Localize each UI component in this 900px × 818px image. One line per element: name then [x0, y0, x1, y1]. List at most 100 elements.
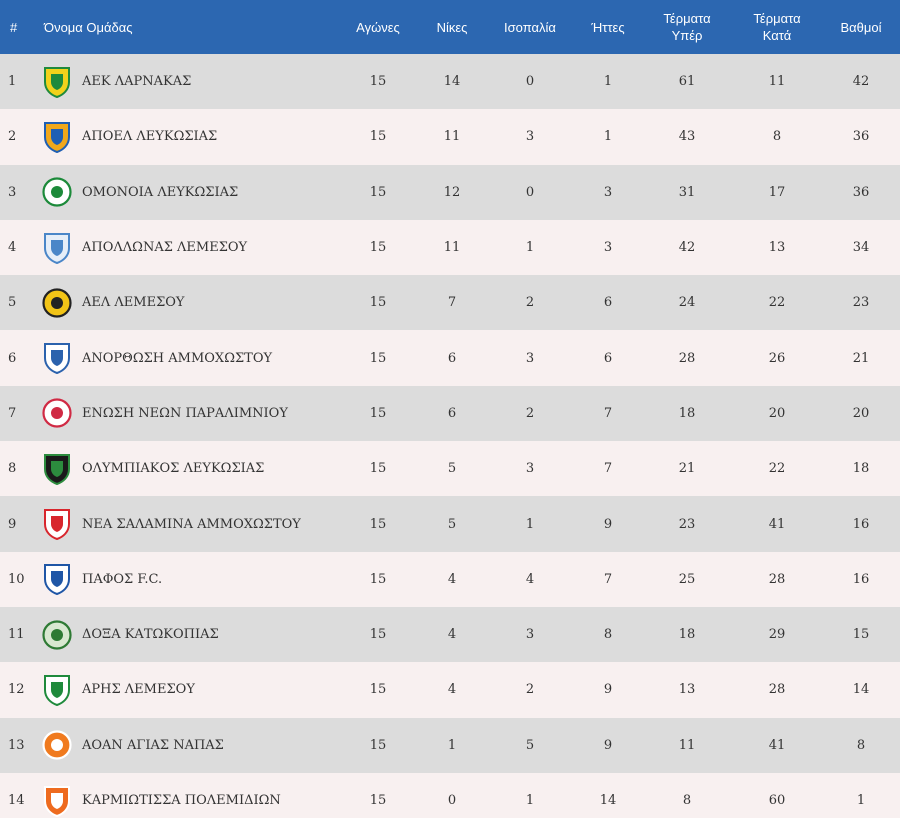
team-info[interactable]: ΑΟΑΝ ΑΓΙΑΣ ΝΑΠΑΣ [42, 727, 338, 763]
played-cell: 15 [369, 295, 387, 311]
team-name[interactable]: ΑΠΟΛΛΩΝΑΣ ΛΕΜΕΣΟΥ [82, 240, 248, 256]
points-cell: 36 [852, 184, 870, 200]
rank-cell: 10 [8, 571, 25, 587]
losses-cell: 7 [603, 571, 613, 587]
table-row[interactable]: 4 ΑΠΟΛΛΩΝΑΣ ΛΕΜΕΣΟΥ 15 11 1 3 42 13 34 [0, 219, 900, 276]
table-row[interactable]: 11 ΔΟΞΑ ΚΑΤΩΚΟΠΙΑΣ 15 4 3 8 18 29 15 [0, 606, 900, 663]
table-row[interactable]: 10 ΠΑΦΟΣ F.C. 15 4 4 7 25 28 16 [0, 551, 900, 607]
team-cell: ΟΜΟΝΟΙΑ ΛΕΥΚΩΣΙΑΣ [38, 165, 338, 220]
table-row[interactable]: 9 ΝΕΑ ΣΑΛΑΜΙΝΑ ΑΜΜΟΧΩΣΤΟΥ 15 5 1 9 23 41 16 [0, 496, 900, 552]
team-name[interactable]: ΚΑΡΜΙΩΤΙΣΣΑ ΠΟΛΕΜΙΔΙΩΝ [82, 793, 281, 808]
draws-cell: 1 [525, 516, 535, 532]
goals-against-cell: 17 [768, 184, 786, 200]
team-name[interactable]: ΑΟΑΝ ΑΓΙΑΣ ΝΑΠΑΣ [82, 737, 224, 753]
rank-cell: 14 [8, 793, 25, 808]
omonia-crest-icon [42, 174, 72, 210]
table-row[interactable]: 8 ΟΛΥΜΠΙΑΚΟΣ ΛΕΥΚΩΣΙΑΣ 15 5 3 7 21 22 18 [0, 441, 900, 497]
header-points[interactable]: Βαθμοί [840, 19, 882, 35]
table-row[interactable]: 2 ΑΠΟΕΛ ΛΕΥΚΩΣΙΑΣ 15 11 3 1 43 8 36 [0, 109, 900, 165]
team-name[interactable]: ΑΠΟΕΛ ΛΕΥΚΩΣΙΑΣ [82, 129, 218, 145]
team-name[interactable]: ΑΝΟΡΘΩΣΗ ΑΜΜΟΧΩΣΤΟΥ [82, 350, 273, 366]
wins-cell: 5 [447, 516, 457, 532]
team-info[interactable]: ΟΜΟΝΟΙΑ ΛΕΥΚΩΣΙΑΣ [42, 174, 338, 210]
goals-for-cell: 8 [682, 793, 692, 808]
goals-against-cell: 20 [768, 405, 786, 421]
rank-cell: 11 [8, 627, 25, 643]
header-rank[interactable]: # [10, 19, 18, 35]
draws-cell: 0 [525, 74, 535, 90]
points-cell: 20 [852, 405, 870, 421]
wins-cell: 6 [447, 405, 457, 421]
losses-cell: 7 [603, 405, 613, 421]
aris-limassol-crest-icon [42, 672, 72, 708]
team-info[interactable]: ΠΑΦΟΣ F.C. [42, 561, 338, 597]
olympiakos-nicosia-crest-icon [42, 451, 72, 487]
table-row[interactable]: 14 ΚΑΡΜΙΩΤΙΣΣΑ ΠΟΛΕΜΙΔΙΩΝ 15 0 1 14 8 60 1 [0, 772, 900, 818]
team-name[interactable]: ΝΕΑ ΣΑΛΑΜΙΝΑ ΑΜΜΟΧΩΣΤΟΥ [82, 516, 301, 532]
header-goals-against[interactable]: Τέρματα Κατά [732, 0, 822, 54]
goals-for-cell: 18 [678, 627, 696, 643]
team-info[interactable]: ΚΑΡΜΙΩΤΙΣΣΑ ΠΟΛΕΜΙΔΙΩΝ [42, 783, 338, 818]
draws-cell: 1 [525, 240, 535, 256]
rank-cell: 3 [8, 184, 17, 200]
header-wins[interactable]: Νίκες [436, 19, 468, 35]
header-goals-for[interactable]: Τέρματα Υπέρ [642, 0, 732, 54]
team-info[interactable]: ΑΠΟΛΛΩΝΑΣ ΛΕΜΕΣΟΥ [42, 230, 338, 266]
goals-for-cell: 61 [678, 74, 696, 90]
team-name[interactable]: ΑΕΛ ΛΕΜΕΣΟΥ [82, 295, 185, 311]
header-losses[interactable]: Ήττες [591, 19, 625, 35]
played-cell: 15 [369, 516, 387, 532]
losses-cell: 1 [603, 129, 613, 145]
ayia-napa-crest-icon [42, 727, 72, 763]
standings-header: # Όνομα Ομάδας Αγώνες Νίκες Ισοπαλία Ήττ… [0, 0, 900, 54]
team-cell: ΕΝΩΣΗ ΝΕΩΝ ΠΑΡΑΛΙΜΝΙΟΥ [38, 386, 338, 441]
apollon-crest-icon [42, 230, 72, 266]
team-cell: ΑΡΗΣ ΛΕΜΕΣΟΥ [38, 662, 338, 717]
table-row[interactable]: 13 ΑΟΑΝ ΑΓΙΑΣ ΝΑΠΑΣ 15 1 5 9 11 41 8 [0, 717, 900, 773]
played-cell: 15 [369, 461, 387, 477]
team-name[interactable]: ΕΝΩΣΗ ΝΕΩΝ ΠΑΡΑΛΙΜΝΙΟΥ [82, 405, 288, 421]
table-row[interactable]: 3 ΟΜΟΝΟΙΑ ΛΕΥΚΩΣΙΑΣ 15 12 0 3 31 17 36 [0, 164, 900, 220]
goals-against-cell: 29 [768, 627, 786, 643]
team-info[interactable]: ΑΕΚ ΛΑΡΝΑΚΑΣ [42, 64, 338, 100]
header-team-name[interactable]: Όνομα Ομάδας [44, 19, 133, 35]
draws-cell: 0 [525, 184, 535, 200]
team-info[interactable]: ΟΛΥΜΠΙΑΚΟΣ ΛΕΥΚΩΣΙΑΣ [42, 451, 338, 487]
rank-cell: 7 [8, 405, 17, 421]
team-info[interactable]: ΕΝΩΣΗ ΝΕΩΝ ΠΑΡΑΛΙΜΝΙΟΥ [42, 395, 338, 431]
header-goals-for-line2: Υπέρ [671, 28, 703, 43]
team-name[interactable]: ΔΟΞΑ ΚΑΤΩΚΟΠΙΑΣ [82, 627, 219, 643]
team-name[interactable]: ΑΡΗΣ ΛΕΜΕΣΟΥ [82, 682, 195, 698]
team-name[interactable]: ΑΕΚ ΛΑΡΝΑΚΑΣ [82, 74, 192, 90]
goals-for-cell: 21 [678, 461, 696, 477]
points-cell: 15 [852, 627, 870, 643]
team-info[interactable]: ΝΕΑ ΣΑΛΑΜΙΝΑ ΑΜΜΟΧΩΣΤΟΥ [42, 506, 338, 542]
team-info[interactable]: ΑΡΗΣ ΛΕΜΕΣΟΥ [42, 672, 338, 708]
wins-cell: 4 [447, 682, 457, 698]
rank-cell: 9 [8, 516, 17, 532]
wins-cell: 11 [443, 129, 461, 145]
goals-for-cell: 23 [678, 516, 696, 532]
table-row[interactable]: 12 ΑΡΗΣ ΛΕΜΕΣΟΥ 15 4 2 9 13 28 14 [0, 662, 900, 718]
team-cell: ΑΕΚ ΛΑΡΝΑΚΑΣ [38, 54, 338, 109]
team-info[interactable]: ΑΠΟΕΛ ΛΕΥΚΩΣΙΑΣ [42, 119, 338, 155]
draws-cell: 3 [525, 350, 535, 366]
draws-cell: 2 [525, 682, 535, 698]
table-row[interactable]: 1 ΑΕΚ ΛΑΡΝΑΚΑΣ 15 14 0 1 61 11 42 [0, 54, 900, 110]
team-info[interactable]: ΔΟΞΑ ΚΑΤΩΚΟΠΙΑΣ [42, 617, 338, 653]
header-draws[interactable]: Ισοπαλία [504, 19, 556, 35]
wins-cell: 7 [447, 295, 457, 311]
wins-cell: 0 [447, 793, 457, 808]
team-name[interactable]: ΠΑΦΟΣ F.C. [82, 571, 163, 587]
team-info[interactable]: ΑΝΟΡΘΩΣΗ ΑΜΜΟΧΩΣΤΟΥ [42, 340, 338, 376]
table-row[interactable]: 7 ΕΝΩΣΗ ΝΕΩΝ ΠΑΡΑΛΙΜΝΙΟΥ 15 6 2 7 18 20 20 [0, 385, 900, 442]
team-info[interactable]: ΑΕΛ ΛΕΜΕΣΟΥ [42, 285, 338, 321]
header-played[interactable]: Αγώνες [356, 19, 400, 35]
table-row[interactable]: 6 ΑΝΟΡΘΩΣΗ ΑΜΜΟΧΩΣΤΟΥ 15 6 3 6 28 26 21 [0, 330, 900, 386]
team-name[interactable]: ΟΜΟΝΟΙΑ ΛΕΥΚΩΣΙΑΣ [82, 184, 239, 200]
goals-against-cell: 41 [768, 516, 786, 532]
played-cell: 15 [369, 627, 387, 643]
rank-cell: 13 [8, 737, 25, 753]
team-name[interactable]: ΟΛΥΜΠΙΑΚΟΣ ΛΕΥΚΩΣΙΑΣ [82, 461, 265, 477]
table-row[interactable]: 5 ΑΕΛ ΛΕΜΕΣΟΥ 15 7 2 6 24 22 23 [0, 275, 900, 331]
